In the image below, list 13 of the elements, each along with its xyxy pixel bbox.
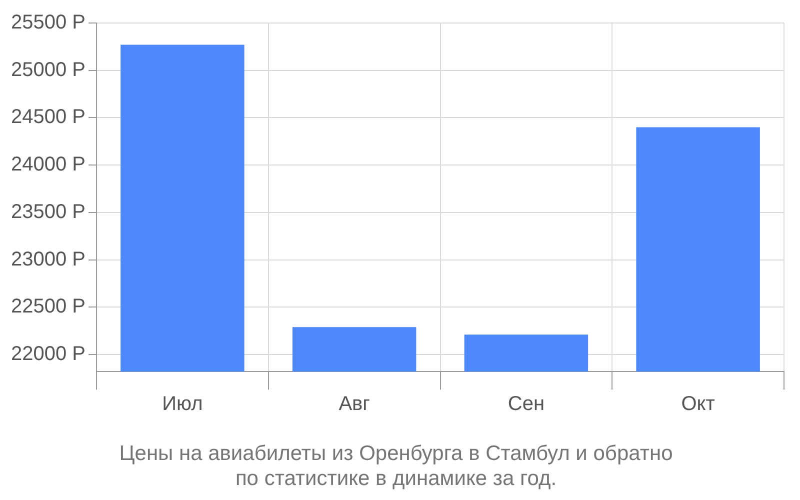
x-tick-label: Окт (681, 393, 715, 416)
text: Цены на авиабилеты из Оренбурга в Стамбул и обратно по статистике в динамике за год. (119, 442, 673, 490)
y-tick-label: 25000 Р (10, 58, 86, 81)
y-tick-label: 25500 Р (10, 12, 86, 34)
y-tick-label: 23500 Р (10, 200, 86, 223)
y-tick-label: 24000 Р (10, 154, 86, 176)
x-tick-label: Авг (338, 393, 370, 416)
x-tick-label: Сен (508, 393, 545, 416)
y-tick-label: 22000 Р (10, 343, 86, 366)
x-tick-label: Июл (162, 393, 203, 416)
y-tick-label: 22500 Р (10, 296, 86, 318)
y-tick-label: 23000 Р (10, 248, 86, 270)
y-tick-label: 24500 Р (10, 106, 86, 128)
